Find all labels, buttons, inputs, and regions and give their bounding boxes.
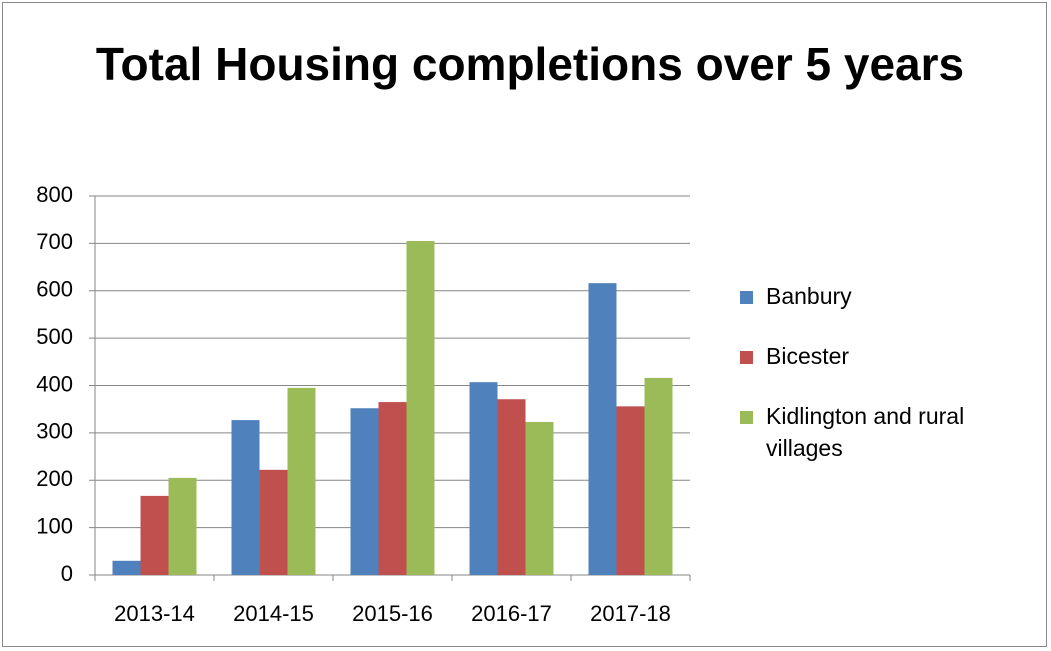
bar bbox=[350, 408, 379, 575]
x-tick-label: 2013-14 bbox=[114, 601, 195, 626]
bar bbox=[287, 387, 316, 575]
legend: Banbury Bicester Kidlington and rural vill… bbox=[740, 280, 1040, 492]
bar bbox=[231, 420, 260, 575]
y-tick-label: 600 bbox=[36, 277, 73, 302]
bar bbox=[259, 469, 288, 575]
legend-item: Bicester bbox=[740, 340, 1040, 372]
bar bbox=[378, 402, 407, 575]
x-tick-label: 2014-15 bbox=[233, 601, 314, 626]
x-tick-label: 2016-17 bbox=[471, 601, 552, 626]
bar bbox=[168, 477, 197, 575]
bar bbox=[525, 421, 554, 575]
y-tick-label: 500 bbox=[36, 324, 73, 349]
chart-title: Total Housing completions over 5 years bbox=[95, 38, 965, 90]
y-tick-label: 300 bbox=[36, 419, 73, 444]
legend-label: Bicester bbox=[766, 343, 850, 369]
x-tick-label: 2017-18 bbox=[590, 601, 671, 626]
bar bbox=[469, 382, 498, 575]
legend-item: Banbury bbox=[740, 280, 1040, 312]
y-tick-label: 800 bbox=[36, 182, 73, 207]
bar bbox=[112, 560, 141, 575]
legend-label: Banbury bbox=[766, 283, 852, 309]
bar bbox=[140, 495, 169, 575]
legend-swatch bbox=[740, 351, 753, 364]
bar bbox=[497, 399, 526, 575]
legend-swatch bbox=[740, 411, 753, 424]
bar bbox=[588, 283, 617, 575]
x-tick-label: 2015-16 bbox=[352, 601, 433, 626]
y-tick-label: 0 bbox=[61, 561, 73, 586]
bar bbox=[406, 241, 435, 575]
y-tick-label: 400 bbox=[36, 371, 73, 396]
legend-item: Kidlington and rural villages bbox=[740, 400, 1040, 464]
y-tick-label: 100 bbox=[36, 513, 73, 538]
legend-swatch bbox=[740, 291, 753, 304]
bar bbox=[644, 377, 673, 575]
y-tick-label: 700 bbox=[36, 229, 73, 254]
bar bbox=[616, 406, 645, 575]
legend-label: Kidlington and rural villages bbox=[766, 403, 965, 461]
y-tick-label: 200 bbox=[36, 466, 73, 491]
